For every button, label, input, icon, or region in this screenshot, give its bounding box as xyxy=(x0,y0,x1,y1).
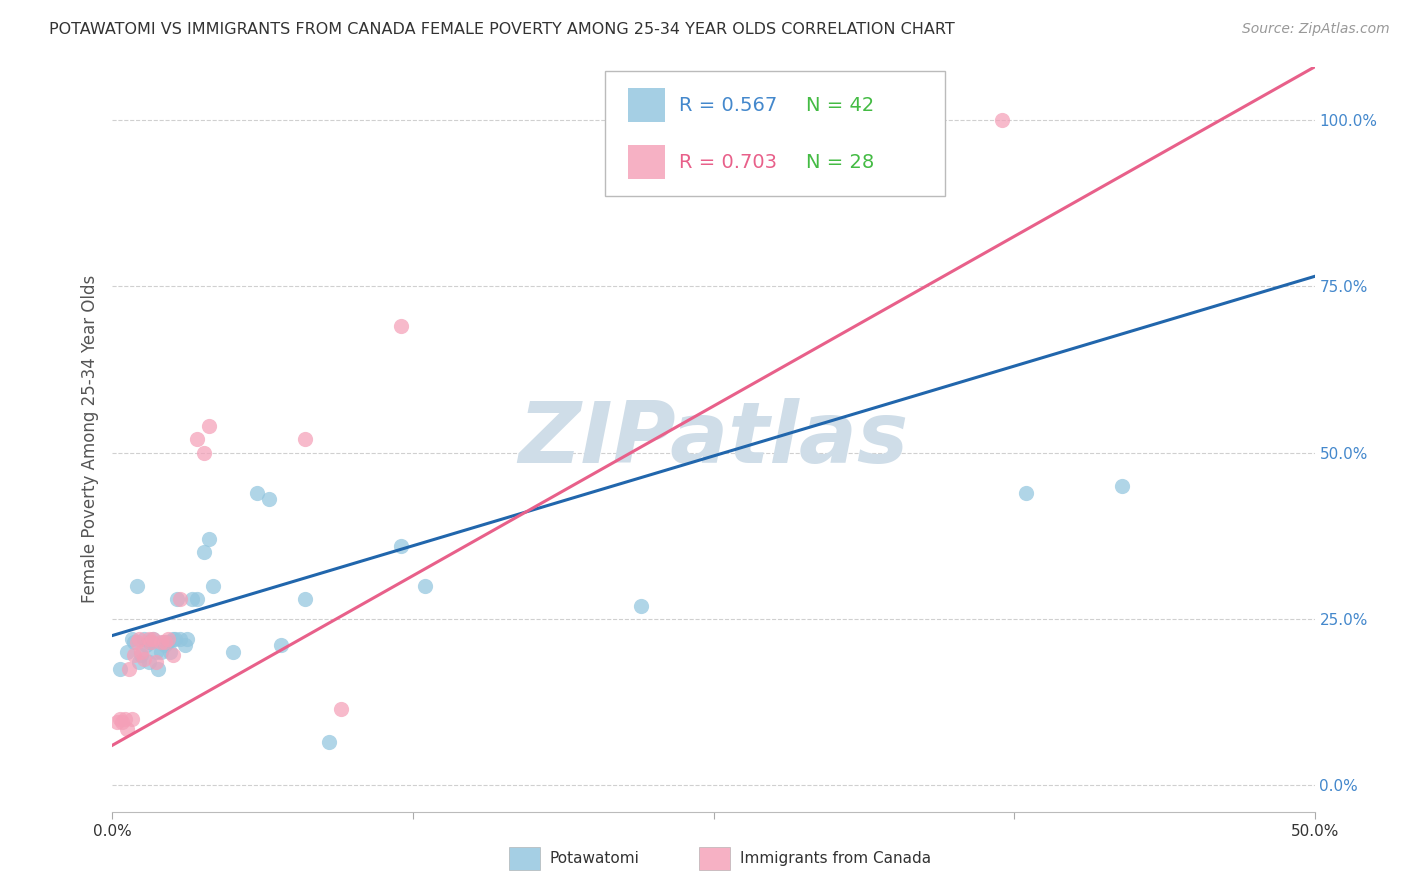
Point xyxy=(294,433,316,447)
Point xyxy=(135,639,157,653)
Point xyxy=(131,645,153,659)
Point xyxy=(173,639,195,653)
Point xyxy=(138,655,160,669)
Point xyxy=(202,579,225,593)
Point xyxy=(389,319,412,334)
Point xyxy=(139,635,162,649)
Point xyxy=(163,632,186,646)
Point xyxy=(186,433,208,447)
Point xyxy=(186,591,208,606)
Point xyxy=(318,735,340,749)
Point xyxy=(132,652,155,666)
Point xyxy=(121,712,143,726)
Point xyxy=(122,635,145,649)
Point xyxy=(145,645,167,659)
Point xyxy=(197,419,219,434)
Point xyxy=(162,632,184,646)
Point xyxy=(630,599,652,613)
Point xyxy=(222,645,245,659)
Text: POTAWATOMI VS IMMIGRANTS FROM CANADA FEMALE POVERTY AMONG 25-34 YEAR OLDS CORREL: POTAWATOMI VS IMMIGRANTS FROM CANADA FEM… xyxy=(49,22,955,37)
Point xyxy=(152,635,174,649)
Point xyxy=(162,648,184,663)
Point xyxy=(155,635,177,649)
Point xyxy=(294,591,316,606)
Point xyxy=(142,632,165,646)
Point xyxy=(131,648,153,663)
Point xyxy=(180,591,202,606)
Text: R = 0.703: R = 0.703 xyxy=(679,153,778,172)
Point xyxy=(156,635,179,649)
Text: Source: ZipAtlas.com: Source: ZipAtlas.com xyxy=(1241,22,1389,37)
Point xyxy=(413,579,436,593)
Point xyxy=(105,714,128,729)
Point xyxy=(128,655,150,669)
Text: Immigrants from Canada: Immigrants from Canada xyxy=(740,851,931,866)
Point xyxy=(246,485,269,500)
Text: R = 0.567: R = 0.567 xyxy=(679,95,778,115)
Point xyxy=(115,722,138,736)
Point xyxy=(156,632,179,646)
Point xyxy=(138,632,160,646)
Point xyxy=(118,662,141,676)
Point xyxy=(159,645,181,659)
Text: N = 42: N = 42 xyxy=(806,95,875,115)
Point xyxy=(138,635,160,649)
Text: ZIPatlas: ZIPatlas xyxy=(519,398,908,481)
Point xyxy=(1111,479,1133,493)
Point xyxy=(257,492,280,507)
Point xyxy=(155,639,177,653)
Point xyxy=(142,632,165,646)
Point xyxy=(122,648,145,663)
Text: Potawatomi: Potawatomi xyxy=(550,851,640,866)
Point xyxy=(139,635,162,649)
Point xyxy=(149,645,172,659)
Point xyxy=(146,662,169,676)
Point xyxy=(111,714,134,729)
Text: N = 28: N = 28 xyxy=(806,153,875,172)
Point xyxy=(149,635,172,649)
Point xyxy=(145,655,167,669)
Point xyxy=(270,639,292,653)
Point xyxy=(125,579,148,593)
Point xyxy=(128,632,150,646)
Point xyxy=(193,445,215,459)
Point xyxy=(1015,485,1038,500)
Point xyxy=(169,632,191,646)
Point xyxy=(115,645,138,659)
Point xyxy=(132,632,155,646)
Point xyxy=(329,701,352,715)
Point xyxy=(121,632,143,646)
Point xyxy=(193,545,215,559)
Point xyxy=(125,635,148,649)
Point xyxy=(991,113,1014,128)
Y-axis label: Female Poverty Among 25-34 Year Olds: Female Poverty Among 25-34 Year Olds xyxy=(80,276,98,603)
Point xyxy=(108,662,131,676)
Point xyxy=(166,591,188,606)
Point xyxy=(114,712,136,726)
Point xyxy=(389,539,412,553)
Point xyxy=(108,712,131,726)
Point xyxy=(197,532,219,546)
Point xyxy=(169,591,191,606)
Point xyxy=(176,632,198,646)
